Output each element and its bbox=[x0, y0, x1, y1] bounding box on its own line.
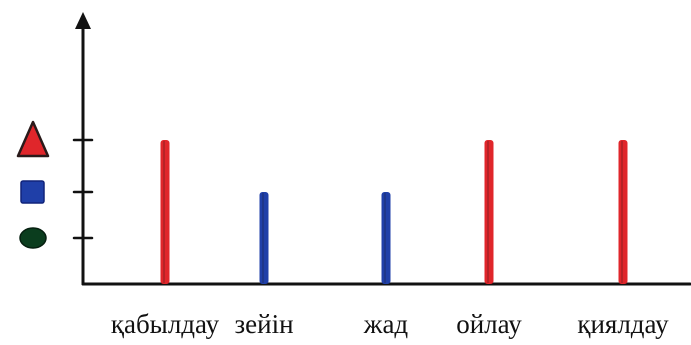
square-marker-icon bbox=[20, 180, 45, 204]
bar-2 bbox=[381, 192, 391, 284]
bar-4 bbox=[618, 140, 628, 284]
triangle-marker-icon bbox=[16, 120, 50, 158]
bars bbox=[160, 140, 628, 284]
bar-1 bbox=[259, 192, 269, 284]
circle-marker-icon bbox=[19, 227, 47, 249]
x-tick-label: жад bbox=[363, 309, 409, 339]
x-tick-label: қабылдау bbox=[111, 309, 220, 339]
x-tick-label: зейін bbox=[234, 309, 293, 339]
bar-3 bbox=[484, 140, 494, 284]
x-tick-label: ойлау bbox=[456, 309, 522, 339]
x-tick-label: қиялдау bbox=[577, 309, 669, 339]
y-ticks bbox=[72, 138, 94, 240]
y-level-markers bbox=[16, 120, 50, 249]
y-axis-arrow bbox=[75, 12, 91, 29]
bar-0 bbox=[160, 140, 170, 284]
x-tick-labels: қабылдау зейін жад ойлау қиялдау bbox=[111, 309, 669, 339]
